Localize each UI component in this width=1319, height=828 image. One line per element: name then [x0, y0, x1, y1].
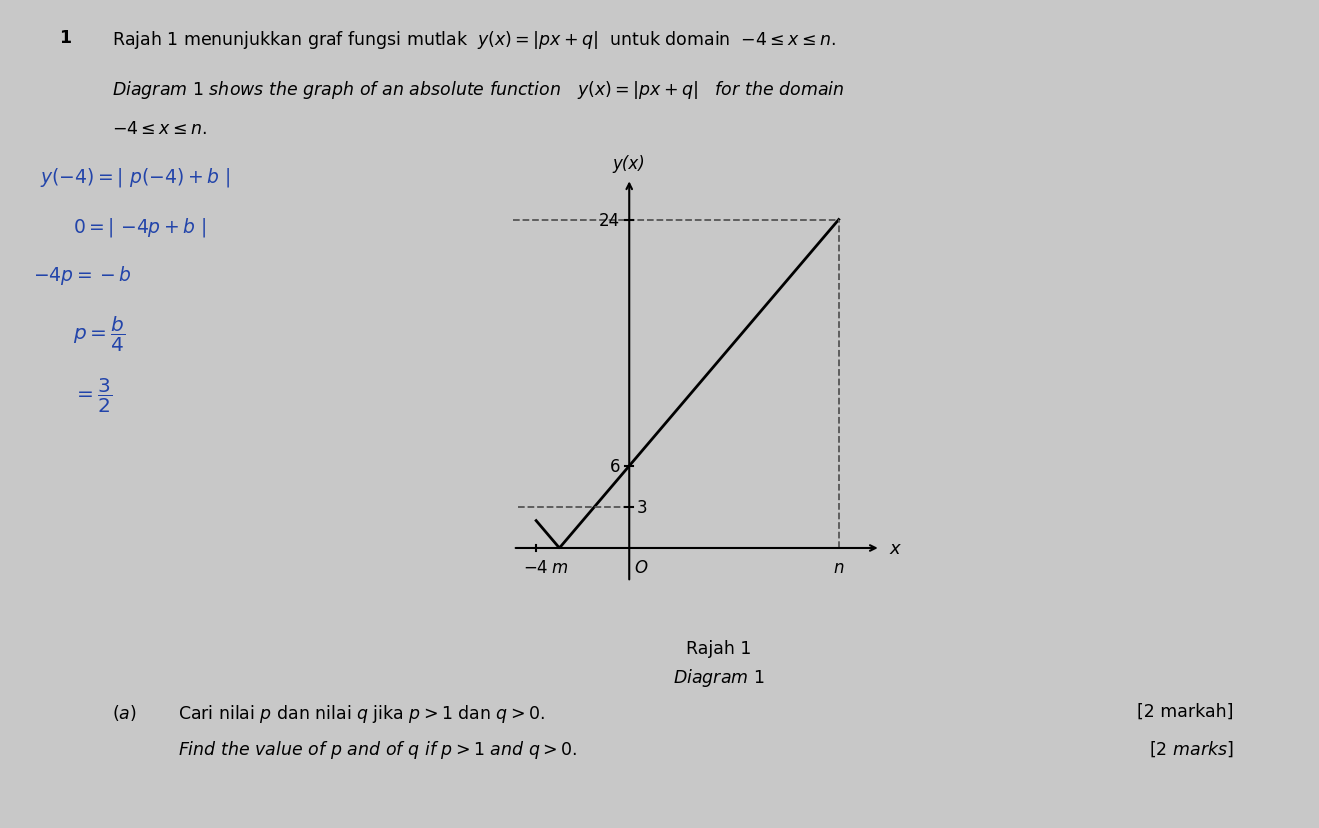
Text: $-4 \leq x \leq n.$: $-4 \leq x \leq n.$: [112, 120, 207, 138]
Text: $0 = |\ {-4p + b}\ |$: $0 = |\ {-4p + b}\ |$: [73, 215, 206, 238]
Text: 24: 24: [599, 211, 620, 229]
Text: $\mathit{Diagram\ 1}$: $\mathit{Diagram\ 1}$: [673, 667, 765, 689]
Text: $O$: $O$: [634, 558, 649, 575]
Text: $= \dfrac{3}{2}$: $= \dfrac{3}{2}$: [73, 377, 112, 415]
Text: 6: 6: [609, 457, 620, 475]
Text: $p = \dfrac{b}{4}$: $p = \dfrac{b}{4}$: [73, 315, 125, 354]
Text: Rajah 1 menunjukkan graf fungsi mutlak  $y(x) = |px + q|$  untuk domain  $-4 \le: Rajah 1 menunjukkan graf fungsi mutlak $…: [112, 29, 836, 51]
Text: Rajah 1: Rajah 1: [686, 639, 752, 657]
Text: $(a)$: $(a)$: [112, 702, 137, 722]
Text: $y(-4) = |\ p(-4)+b\ |$: $y(-4) = |\ p(-4)+b\ |$: [40, 166, 230, 189]
Text: $\mathit{Diagram\ 1\ shows\ the\ graph\ of\ an\ absolute\ function}$$\quad y(x) : $\mathit{Diagram\ 1\ shows\ the\ graph\ …: [112, 79, 844, 101]
Text: 1: 1: [59, 29, 71, 47]
Text: $\mathit{[2\ marks]}$: $\mathit{[2\ marks]}$: [1149, 739, 1233, 758]
Text: $n$: $n$: [834, 558, 844, 575]
Text: 3: 3: [636, 498, 646, 517]
Text: $-4$: $-4$: [524, 558, 549, 575]
Text: $m$: $m$: [551, 558, 568, 575]
Text: x: x: [890, 539, 901, 557]
Text: Cari nilai $p$ dan nilai $q$ jika $p > 1$ dan $q > 0$.: Cari nilai $p$ dan nilai $q$ jika $p > 1…: [178, 702, 545, 724]
Text: $\mathit{Find\ the\ value\ of\ }p\mathit{\ and\ of\ }q\mathit{\ if\ }p > 1\mathi: $\mathit{Find\ the\ value\ of\ }p\mathit…: [178, 739, 578, 761]
Text: y(x): y(x): [613, 155, 645, 172]
Text: $-4p = -b$: $-4p = -b$: [33, 263, 132, 286]
Text: [2 markah]: [2 markah]: [1137, 702, 1233, 720]
